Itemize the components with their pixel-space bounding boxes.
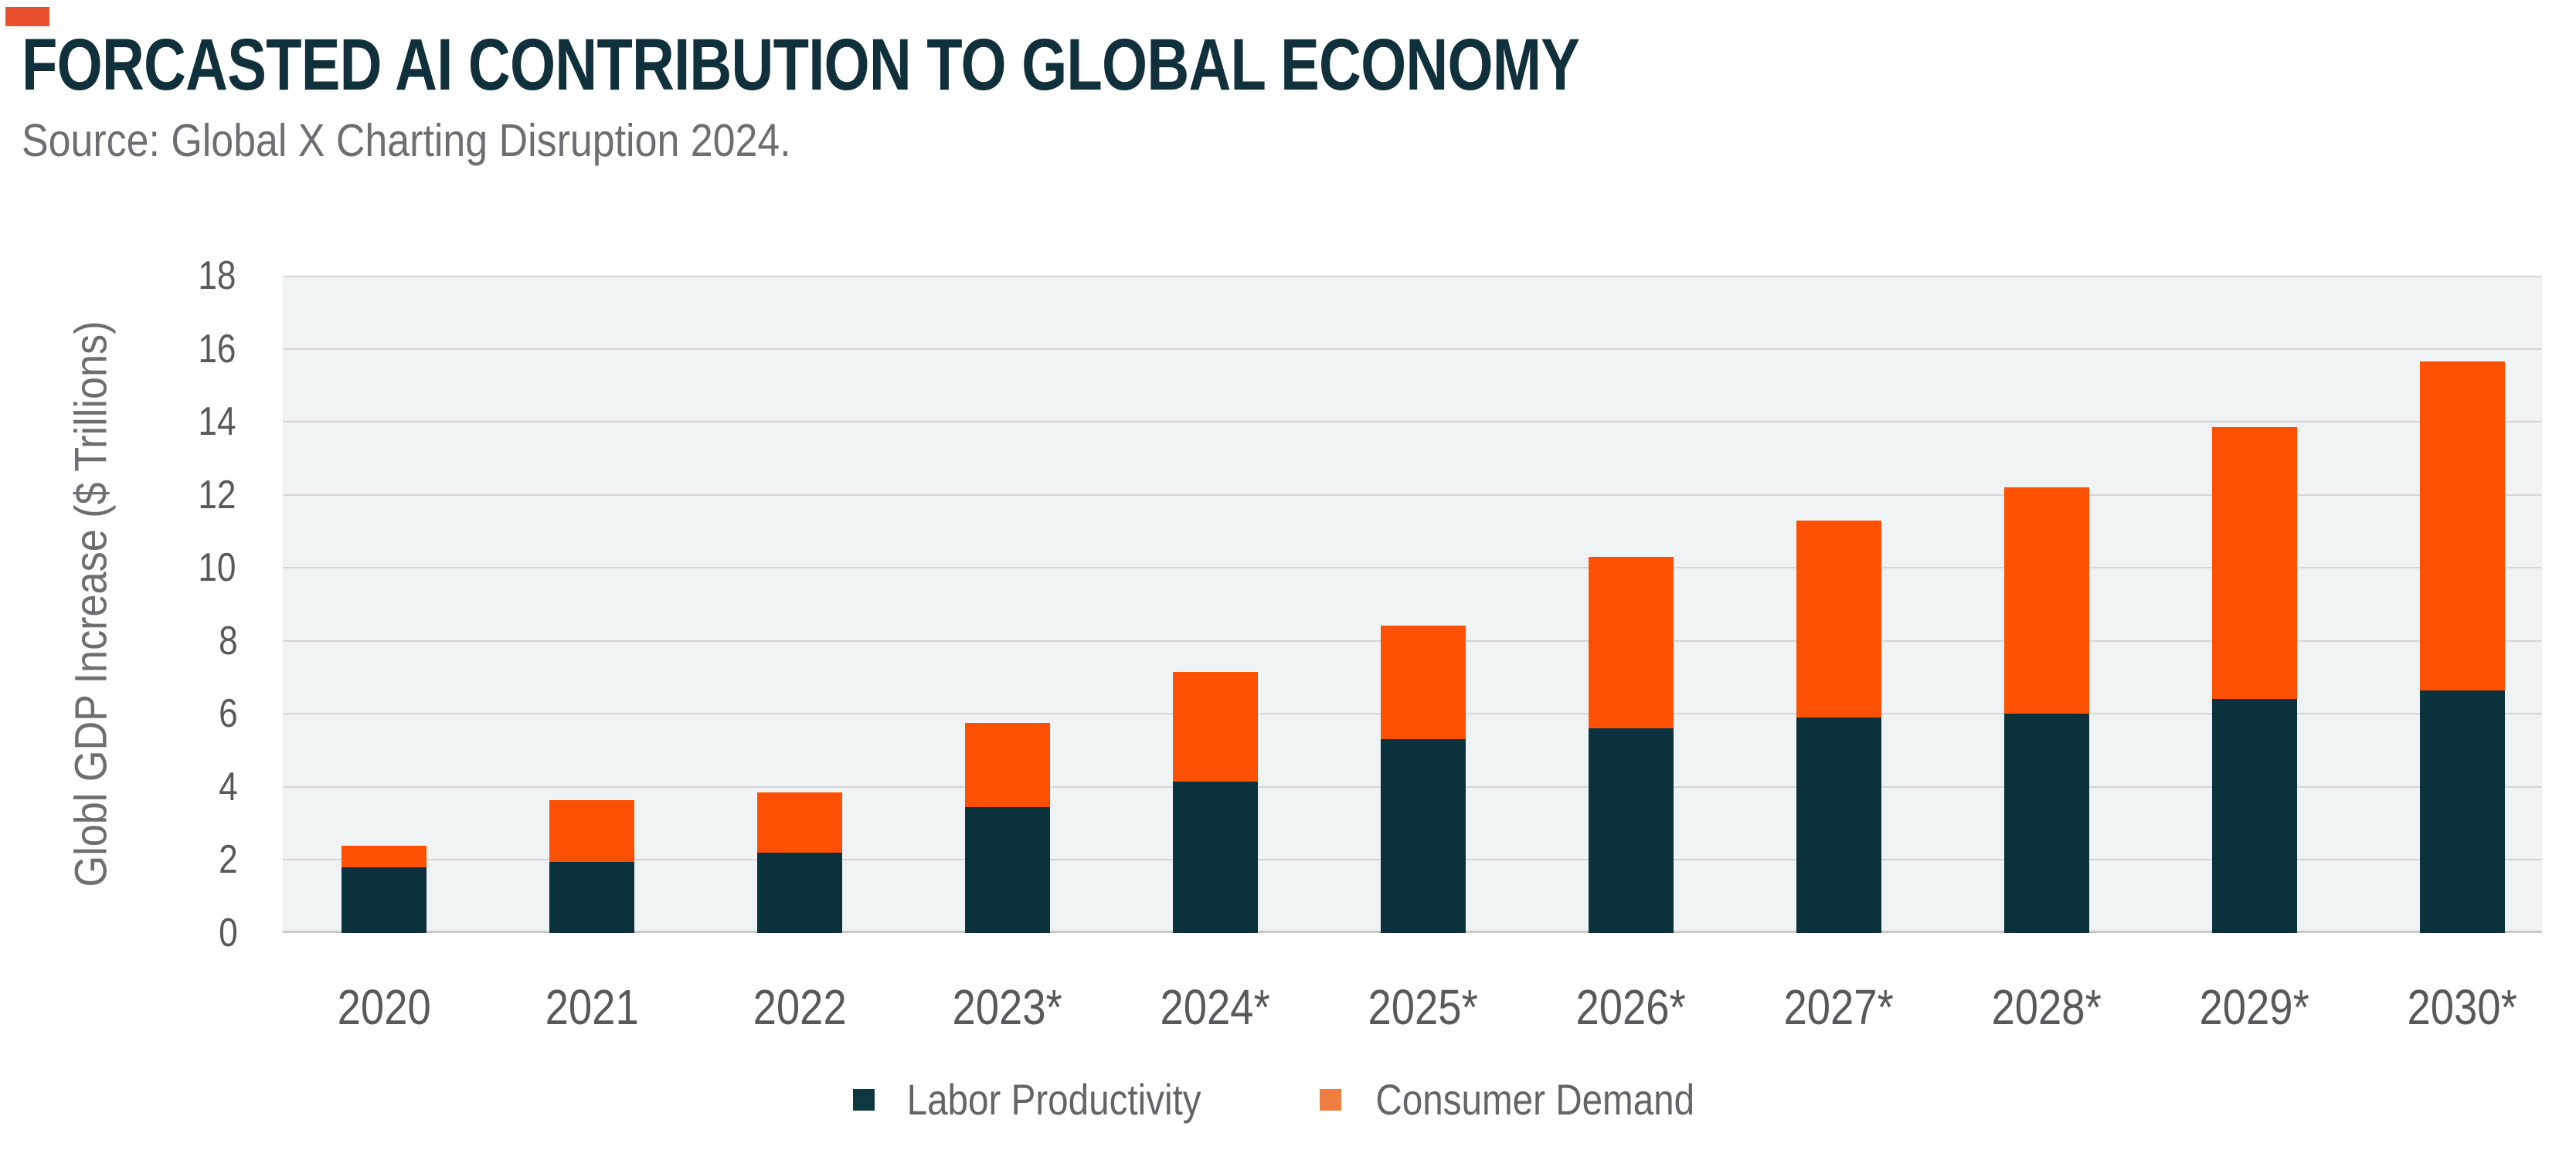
bar-segment-2026-consumer-demand <box>1589 557 1674 728</box>
y-tick-label-text: 8 <box>219 618 238 663</box>
y-tick-label-10: 10 <box>85 548 240 588</box>
x-tick-label-text: 2028* <box>1991 979 2102 1035</box>
y-tick-label-12: 12 <box>85 475 240 515</box>
bar-segment-2029-consumer-demand <box>2212 427 2297 699</box>
x-tick-label-2028: 2028* <box>1915 982 2178 1032</box>
legend-entry-consumer-demand: Consumer Demand <box>1320 1078 1723 1121</box>
bar-2025 <box>1381 276 1466 933</box>
bar-2022 <box>757 276 842 933</box>
y-tick-label-text: 18 <box>198 253 236 298</box>
bar-2020 <box>342 276 427 933</box>
y-tick-label-6: 6 <box>85 694 240 734</box>
x-tick-label-text: 2024* <box>1160 979 1271 1035</box>
bar-segment-2024-consumer-demand <box>1173 672 1258 782</box>
x-tick-label-text: 2030* <box>2407 979 2518 1035</box>
y-axis-title-wrap: Globl GDP Increase ($ Trillions) <box>66 290 117 918</box>
x-tick-label-text: 2025* <box>1368 979 1479 1035</box>
bar-segment-2020-labor-productivity <box>342 867 427 933</box>
x-tick-label-text: 2026* <box>1575 979 1687 1035</box>
legend-label-text: Consumer Demand <box>1375 1075 1695 1124</box>
bar-segment-2020-consumer-demand <box>342 846 427 867</box>
x-tick-label-text: 2021 <box>545 979 639 1035</box>
bar-2028 <box>2004 276 2089 933</box>
bar-2027 <box>1796 276 1881 933</box>
page-title-text: FORCASTED AI CONTRIBUTION TO GLOBAL ECON… <box>22 24 1580 106</box>
x-tick-label-2026: 2026* <box>1500 982 1762 1032</box>
page-title: FORCASTED AI CONTRIBUTION TO GLOBAL ECON… <box>22 23 1969 107</box>
y-tick-label-text: 14 <box>198 399 236 445</box>
y-tick-label-text: 2 <box>219 837 238 883</box>
y-tick-label-2: 2 <box>85 840 240 880</box>
y-tick-label-14: 14 <box>85 402 240 442</box>
x-tick-label-text: 2022 <box>753 979 847 1035</box>
accent-square <box>5 7 49 26</box>
bar-segment-2030-consumer-demand <box>2420 361 2505 690</box>
legend-swatch-navy <box>853 1089 875 1111</box>
bar-2026 <box>1589 276 1674 933</box>
y-tick-label-text: 0 <box>219 911 238 955</box>
bar-segment-2024-labor-productivity <box>1173 782 1258 933</box>
bar-segment-2028-consumer-demand <box>2004 487 2089 714</box>
x-tick-label-2024: 2024* <box>1084 982 1347 1032</box>
x-tick-label-2027: 2027* <box>1708 982 1970 1032</box>
plot-area <box>283 276 2542 933</box>
gridline-y16 <box>283 348 2542 350</box>
bar-2021 <box>549 276 634 933</box>
x-tick-label-text: 2027* <box>1783 979 1895 1035</box>
bar-segment-2023-consumer-demand <box>965 723 1050 807</box>
bar-segment-2025-consumer-demand <box>1381 626 1466 739</box>
y-tick-label-18: 18 <box>85 256 240 296</box>
legend: Labor Productivity Consumer Demand <box>0 1078 2576 1121</box>
legend-entry-labor-productivity: Labor Productivity <box>853 1078 1227 1121</box>
bar-2024 <box>1173 276 1258 933</box>
bar-segment-2026-labor-productivity <box>1589 728 1674 933</box>
bar-2023 <box>965 276 1050 933</box>
y-tick-label-text: 12 <box>198 472 236 517</box>
x-tick-label-2020: 2020 <box>253 982 515 1032</box>
y-tick-label-4: 4 <box>85 767 240 807</box>
x-tick-label-2025: 2025* <box>1292 982 1555 1032</box>
y-tick-label-text: 10 <box>198 545 236 591</box>
bar-segment-2022-labor-productivity <box>757 853 842 933</box>
bar-2030 <box>2420 276 2505 933</box>
bar-segment-2023-labor-productivity <box>965 807 1050 933</box>
x-tick-label-2023: 2023* <box>876 982 1139 1032</box>
bar-segment-2029-labor-productivity <box>2212 699 2297 933</box>
source-caption-text: Source: Global X Charting Disruption 202… <box>22 115 791 166</box>
bar-segment-2021-labor-productivity <box>549 862 634 933</box>
legend-label: Consumer Demand <box>1347 1078 1723 1121</box>
y-tick-label-8: 8 <box>85 621 240 661</box>
y-tick-label-16: 16 <box>85 329 240 369</box>
y-axis-title: Globl GDP Increase ($ Trillions) <box>66 321 117 887</box>
gridline-y10 <box>283 567 2542 569</box>
legend-label: Labor Productivity <box>881 1078 1227 1121</box>
x-tick-label-text: 2029* <box>2199 979 2310 1035</box>
legend-label-text: Labor Productivity <box>906 1075 1201 1124</box>
x-tick-label-2021: 2021 <box>460 982 723 1032</box>
x-tick-label-2029: 2029* <box>2123 982 2386 1032</box>
bar-segment-2028-labor-productivity <box>2004 714 2089 933</box>
bar-segment-2027-consumer-demand <box>1796 521 1881 718</box>
bar-segment-2022-consumer-demand <box>757 792 842 853</box>
gridline-y18 <box>283 276 2542 277</box>
y-tick-label-0: 0 <box>85 913 240 953</box>
x-tick-label-text: 2020 <box>337 979 431 1035</box>
bar-segment-2030-labor-productivity <box>2420 690 2505 933</box>
bar-segment-2027-labor-productivity <box>1796 718 1881 933</box>
x-tick-label-2030: 2030* <box>2331 982 2576 1032</box>
y-tick-label-text: 4 <box>219 764 238 809</box>
gridline-y12 <box>283 494 2542 496</box>
source-caption: Source: Global X Charting Disruption 202… <box>22 114 895 167</box>
y-tick-label-text: 6 <box>219 691 238 737</box>
y-tick-label-text: 16 <box>198 326 236 371</box>
bar-segment-2021-consumer-demand <box>549 800 634 862</box>
bar-segment-2025-labor-productivity <box>1381 739 1466 933</box>
legend-swatch-orange <box>1320 1089 1342 1111</box>
bar-2029 <box>2212 276 2297 933</box>
x-tick-label-text: 2023* <box>952 979 1063 1035</box>
gridline-y14 <box>283 421 2542 423</box>
x-tick-label-2022: 2022 <box>668 982 931 1032</box>
